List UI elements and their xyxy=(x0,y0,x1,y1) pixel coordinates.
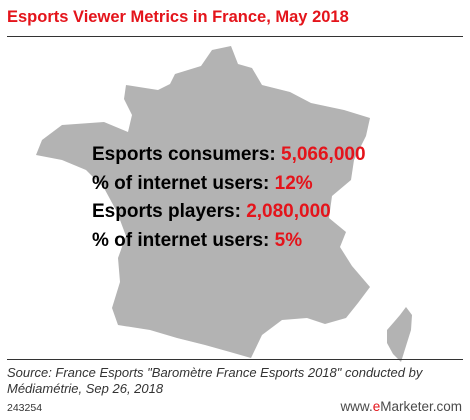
stat-value: 12% xyxy=(274,172,313,194)
corsica-shape xyxy=(387,307,412,362)
source-note: Source: France Esports "Baromètre France… xyxy=(7,365,423,396)
chart-id: 243254 xyxy=(7,402,43,414)
stat-value: 5,066,000 xyxy=(281,144,366,165)
title-divider xyxy=(7,36,463,37)
brand-suffix: Marketer.com xyxy=(380,399,462,414)
stat-row-players-internet-share: % of internet users: 5% xyxy=(92,227,366,256)
stat-label: % of internet users: xyxy=(92,229,270,251)
stat-row-esports-consumers: Esports consumers: 5,066,000 xyxy=(92,141,366,170)
stats-panel: Esports consumers: 5,066,000 % of intern… xyxy=(92,141,366,255)
stat-row-esports-players: Esports players: 2,080,000 xyxy=(92,198,366,227)
footer-divider xyxy=(7,359,463,360)
stat-label: % of internet users: xyxy=(92,172,270,194)
brand-e: e xyxy=(372,399,381,414)
stat-row-consumers-internet-share: % of internet users: 12% xyxy=(92,170,366,199)
chart-title: Esports Viewer Metrics in France, May 20… xyxy=(7,8,349,26)
stat-label: Esports consumers: xyxy=(92,144,276,165)
stat-value: 2,080,000 xyxy=(246,201,331,222)
stat-value: 5% xyxy=(274,229,303,251)
stat-label: Esports players: xyxy=(92,201,241,222)
brand-prefix: www. xyxy=(340,399,373,414)
brand-logo[interactable]: www.eMarketer.com xyxy=(340,399,462,414)
france-mainland-shape xyxy=(36,46,370,358)
